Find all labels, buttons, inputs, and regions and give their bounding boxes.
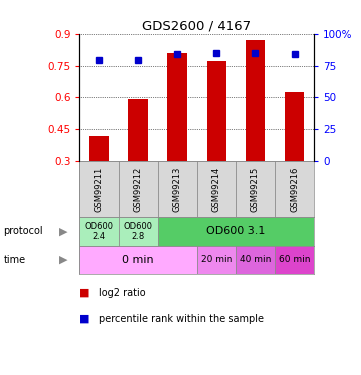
Text: OD600 3.1: OD600 3.1	[206, 226, 266, 236]
Text: protocol: protocol	[4, 226, 43, 236]
Text: log2 ratio: log2 ratio	[99, 288, 146, 297]
Bar	[89, 136, 109, 161]
Bar	[206, 61, 226, 161]
Bar	[245, 40, 265, 161]
Bar	[158, 161, 197, 217]
Text: GSM99211: GSM99211	[95, 166, 104, 211]
Bar	[128, 99, 148, 161]
Bar	[275, 161, 314, 217]
Text: 0 min: 0 min	[122, 255, 154, 265]
Text: GSM99213: GSM99213	[173, 166, 182, 212]
Title: GDS2600 / 4167: GDS2600 / 4167	[142, 20, 251, 33]
Text: GSM99216: GSM99216	[290, 166, 299, 212]
Bar	[158, 217, 314, 246]
Bar	[168, 53, 187, 161]
Text: ■: ■	[79, 288, 90, 297]
Text: time: time	[4, 255, 26, 265]
Text: OD600
2.4: OD600 2.4	[84, 222, 113, 241]
Text: ■: ■	[79, 314, 90, 324]
Text: 40 min: 40 min	[240, 255, 271, 264]
Bar	[79, 161, 118, 217]
Bar	[285, 92, 304, 161]
Text: GSM99212: GSM99212	[134, 166, 143, 211]
Text: ▶: ▶	[59, 226, 68, 236]
Bar	[118, 161, 158, 217]
Bar	[79, 217, 118, 246]
Bar	[118, 217, 158, 246]
Text: OD600
2.8: OD600 2.8	[123, 222, 153, 241]
Bar	[197, 246, 236, 274]
Text: ▶: ▶	[59, 255, 68, 265]
Bar	[236, 161, 275, 217]
Bar	[197, 161, 236, 217]
Bar	[236, 246, 275, 274]
Bar	[275, 246, 314, 274]
Text: 60 min: 60 min	[279, 255, 310, 264]
Text: percentile rank within the sample: percentile rank within the sample	[99, 314, 264, 324]
Text: GSM99214: GSM99214	[212, 166, 221, 211]
Bar	[79, 246, 197, 274]
Text: GSM99215: GSM99215	[251, 166, 260, 211]
Text: 20 min: 20 min	[201, 255, 232, 264]
